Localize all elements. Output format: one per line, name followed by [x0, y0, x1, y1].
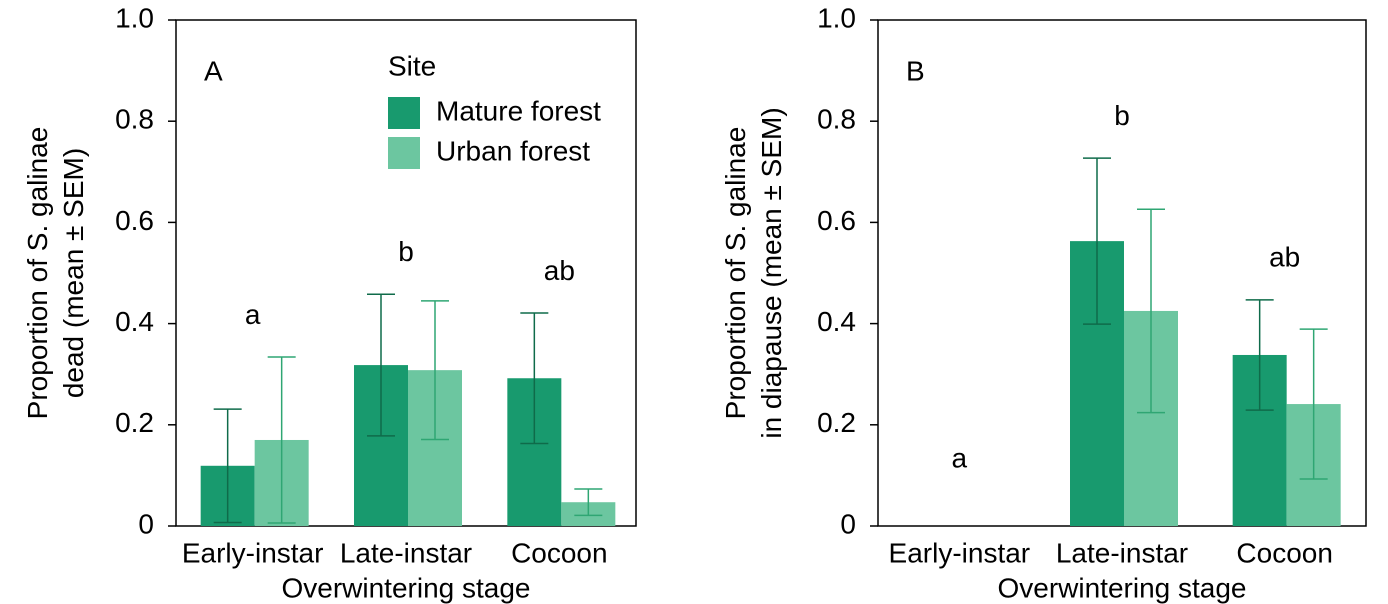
y-tick-label: 0	[840, 508, 856, 539]
y-tick-label: 0.6	[817, 205, 856, 236]
x-tick-label: Late-instar	[1056, 537, 1188, 568]
significance-letter: ab	[544, 255, 575, 286]
y-axis-label: Proportion of S. galinae dead (mean ± SEM…	[22, 127, 89, 420]
y-tick-label: 1.0	[817, 2, 856, 33]
panel-label: A	[204, 55, 223, 86]
significance-letter: ab	[1269, 242, 1300, 273]
plot-frame	[175, 19, 637, 527]
y-axis-label-line: dead (mean ± SEM)	[58, 148, 89, 398]
x-tick-label: Early-instar	[889, 537, 1031, 568]
y-tick-label: 1.0	[115, 2, 154, 33]
significance-letter: b	[398, 236, 414, 267]
panel-label: B	[906, 55, 925, 86]
y-tick-label: 0.2	[817, 407, 856, 438]
legend-swatch	[388, 97, 420, 129]
legend-label: Urban forest	[436, 135, 590, 166]
x-axis-label: Overwintering stage	[281, 572, 530, 603]
y-tick-label: 0	[138, 508, 154, 539]
y-tick-label: 0.4	[817, 306, 856, 337]
significance-letter: a	[245, 299, 261, 330]
x-tick-label: Cocoon	[1236, 537, 1333, 568]
y-axis-label-line: in diapause (mean ± SEM)	[756, 107, 787, 438]
y-tick-label: 0.6	[115, 205, 154, 236]
legend-title: Site	[388, 50, 436, 81]
x-axis-label: Overwintering stage	[997, 572, 1246, 603]
x-tick-label: Late-instar	[340, 537, 472, 568]
y-tick-label: 0.8	[817, 104, 856, 135]
y-axis-label-line: Proportion of S. galinae	[22, 127, 53, 420]
y-tick-label: 0.2	[115, 407, 154, 438]
y-tick-label: 0.4	[115, 306, 154, 337]
y-axis-label: Proportion of S. galinae in diapause (mea…	[720, 107, 787, 438]
legend-swatch	[388, 137, 420, 169]
x-tick-label: Cocoon	[511, 537, 608, 568]
y-axis-label-line: Proportion of S. galinae	[720, 127, 751, 420]
x-tick-label: Early-instar	[182, 537, 324, 568]
legend-label: Mature forest	[436, 95, 601, 126]
significance-letter: b	[1114, 100, 1130, 131]
plot-frame	[877, 19, 1367, 527]
y-tick-label: 0.8	[115, 104, 154, 135]
significance-letter: a	[952, 443, 968, 474]
